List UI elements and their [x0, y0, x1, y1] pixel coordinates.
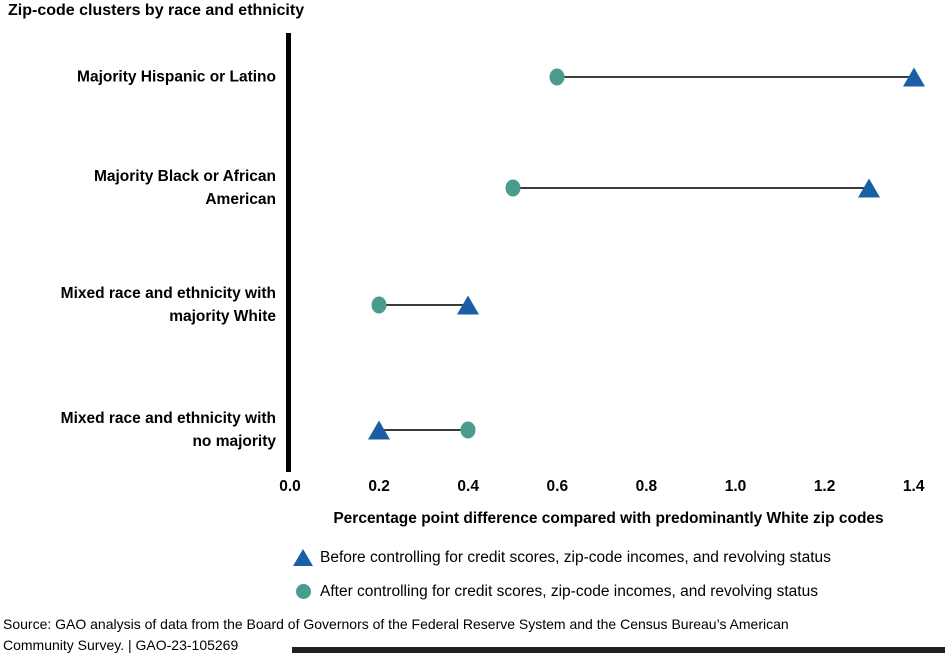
source-line-2: Community Survey. | GAO-23-105269 [3, 637, 239, 653]
after-marker-circle [549, 68, 565, 86]
x-tick-label: 1.2 [813, 478, 836, 495]
source-line-1: Source: GAO analysis of data from the Bo… [3, 616, 789, 632]
after-marker-circle [460, 421, 476, 439]
before-marker-triangle [368, 420, 391, 440]
category-label: Majority Hispanic or Latino [77, 68, 276, 86]
x-axis-label: Percentage point difference compared wit… [333, 510, 884, 527]
legend-label-before: Before controlling for credit scores, zi… [320, 548, 831, 566]
legend-label-after: After controlling for credit scores, zip… [320, 582, 818, 600]
category-label: Majority Black or African American [93, 168, 276, 208]
connector-line [379, 429, 469, 431]
connector-line [557, 76, 914, 78]
circle-icon [295, 584, 311, 599]
category-label: Mixed race and ethnicity with no majorit… [60, 410, 276, 450]
before-marker-triangle [457, 295, 480, 315]
x-tick-label: 0.0 [279, 478, 301, 495]
legend-item-after: After controlling for credit scores, zip… [290, 578, 831, 605]
x-tick-label: 0.4 [457, 478, 479, 495]
x-tick-label: 0.6 [546, 478, 569, 495]
triangle-icon [293, 549, 313, 566]
chart-title: Zip-code clusters by race and ethnicity [8, 2, 305, 19]
x-tick-label: 1.4 [902, 478, 925, 495]
connector-line [379, 304, 469, 306]
x-tick-label: 0.8 [635, 478, 658, 495]
x-tick-label: 1.0 [724, 478, 747, 495]
x-tick-label: 0.2 [368, 478, 390, 495]
category-label: Mixed race and ethnicity with majority W… [60, 285, 276, 325]
after-marker-circle [371, 296, 387, 314]
legend-item-before: Before controlling for credit scores, zi… [290, 544, 831, 571]
source-note: Source: GAO analysis of data from the Bo… [3, 614, 923, 653]
connector-line [512, 187, 870, 189]
bottom-bar [292, 647, 945, 653]
legend: Before controlling for credit scores, zi… [290, 544, 831, 612]
y-axis-line [286, 33, 291, 472]
before-marker-triangle [902, 67, 925, 87]
after-marker-circle [505, 179, 521, 197]
before-marker-triangle [858, 178, 881, 198]
